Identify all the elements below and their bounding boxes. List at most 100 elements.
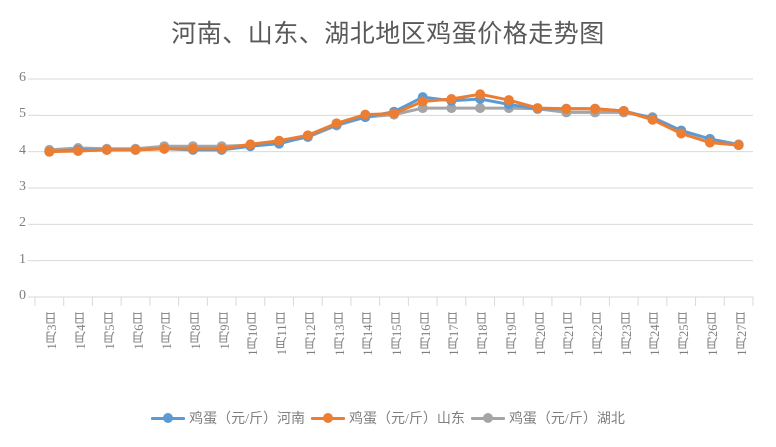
chart-legend: 鸡蛋（元/斤）河南 鸡蛋（元/斤）山东 鸡蛋（元/斤）湖北 bbox=[0, 408, 776, 428]
data-point bbox=[73, 145, 84, 156]
series-line bbox=[47, 95, 741, 154]
x-axis-label: 1月16日 bbox=[418, 312, 433, 356]
data-point bbox=[187, 141, 198, 152]
x-axis-label: 1月25日 bbox=[677, 312, 692, 356]
data-point bbox=[704, 137, 715, 148]
gridlines bbox=[35, 78, 753, 298]
series-henan bbox=[44, 92, 744, 157]
data-point bbox=[159, 141, 170, 152]
data-point bbox=[704, 133, 715, 144]
data-point bbox=[532, 103, 543, 114]
data-point bbox=[130, 144, 141, 155]
x-axis-label: 1月13日 bbox=[332, 312, 347, 356]
data-point bbox=[360, 112, 371, 123]
data-point bbox=[245, 139, 256, 150]
data-point bbox=[647, 112, 658, 123]
x-axis-label: 1月8日 bbox=[188, 312, 203, 350]
data-point bbox=[475, 103, 486, 114]
data-point bbox=[503, 95, 514, 106]
data-point bbox=[130, 144, 141, 155]
series-line bbox=[47, 92, 741, 154]
data-point bbox=[302, 132, 313, 143]
y-axis-label: 3 bbox=[19, 179, 26, 194]
legend-label: 鸡蛋（元/斤）山东 bbox=[349, 412, 465, 427]
x-axis-label: 1月23日 bbox=[619, 312, 634, 356]
data-point bbox=[389, 106, 399, 117]
data-point bbox=[245, 140, 256, 151]
data-point bbox=[561, 103, 572, 114]
legend-item-henan[interactable]: 鸡蛋（元/斤）河南 bbox=[148, 408, 308, 428]
y-axis-label: 6 bbox=[19, 70, 26, 85]
data-point bbox=[618, 105, 629, 116]
x-axis-label: 1月10日 bbox=[246, 312, 261, 356]
series-shandong bbox=[44, 89, 744, 157]
data-point bbox=[216, 144, 227, 155]
x-axis-ticks bbox=[34, 297, 754, 306]
x-axis-label: 1月5日 bbox=[102, 312, 117, 350]
data-point bbox=[590, 107, 601, 118]
data-point bbox=[360, 112, 371, 123]
x-axis-label: 1月4日 bbox=[74, 312, 89, 350]
data-point bbox=[647, 114, 658, 125]
data-point bbox=[44, 146, 55, 157]
data-point bbox=[561, 103, 572, 114]
data-point bbox=[331, 120, 342, 131]
data-point bbox=[274, 137, 285, 148]
x-axis-label: 1月11日 bbox=[275, 312, 290, 356]
legend-item-hubei[interactable]: 鸡蛋（元/斤）湖北 bbox=[468, 408, 628, 428]
data-point bbox=[446, 93, 457, 104]
data-point bbox=[503, 99, 514, 110]
y-axis-ticks bbox=[28, 78, 35, 298]
data-point bbox=[446, 103, 457, 114]
data-point bbox=[44, 144, 55, 155]
data-point bbox=[274, 138, 285, 149]
y-axis-label: 0 bbox=[19, 288, 26, 303]
legend-item-shandong[interactable]: 鸡蛋（元/斤）山东 bbox=[308, 408, 468, 428]
data-point bbox=[73, 144, 84, 155]
data-point bbox=[245, 141, 256, 152]
x-axis-label: 1月7日 bbox=[160, 312, 175, 350]
data-point bbox=[101, 144, 112, 155]
y-axis-label: 5 bbox=[19, 106, 26, 122]
x-axis-label: 1月20日 bbox=[533, 312, 548, 356]
data-point bbox=[389, 109, 399, 120]
data-point bbox=[704, 133, 715, 144]
x-axis-label: 1月17日 bbox=[447, 312, 462, 356]
data-point bbox=[417, 96, 428, 107]
legend-marker-icon bbox=[151, 412, 186, 424]
data-point bbox=[417, 92, 428, 103]
x-axis-label: 1月19日 bbox=[504, 312, 519, 356]
data-point bbox=[73, 143, 84, 154]
data-point bbox=[446, 95, 457, 106]
x-axis-label: 1月27日 bbox=[734, 312, 749, 356]
data-point bbox=[101, 143, 112, 154]
y-axis-label: 1 bbox=[19, 251, 26, 267]
x-axis-label: 1月22日 bbox=[591, 312, 606, 356]
x-axis-label: 1月12日 bbox=[303, 312, 318, 356]
legend-marker-icon bbox=[470, 412, 505, 424]
legend-label: 鸡蛋（元/斤）湖北 bbox=[508, 412, 625, 427]
data-point bbox=[733, 140, 744, 151]
x-axis-label: 1月15日 bbox=[390, 312, 404, 356]
data-point bbox=[216, 143, 227, 154]
data-point bbox=[417, 103, 428, 114]
data-point bbox=[159, 143, 170, 154]
data-point bbox=[389, 108, 399, 119]
y-axis-label: 4 bbox=[19, 142, 26, 158]
data-point bbox=[733, 139, 744, 150]
data-point bbox=[503, 103, 514, 114]
data-point bbox=[360, 109, 371, 120]
data-point bbox=[532, 103, 543, 114]
data-point bbox=[590, 103, 601, 114]
data-point bbox=[130, 143, 141, 154]
data-point bbox=[331, 119, 342, 130]
data-point bbox=[475, 93, 486, 104]
data-point bbox=[216, 141, 227, 152]
x-axis-label: 1月18日 bbox=[476, 312, 491, 356]
data-point bbox=[187, 144, 198, 155]
data-point bbox=[475, 89, 486, 100]
x-axis-label: 1月21日 bbox=[562, 312, 577, 356]
legend-label: 鸡蛋（元/斤）河南 bbox=[189, 412, 306, 427]
